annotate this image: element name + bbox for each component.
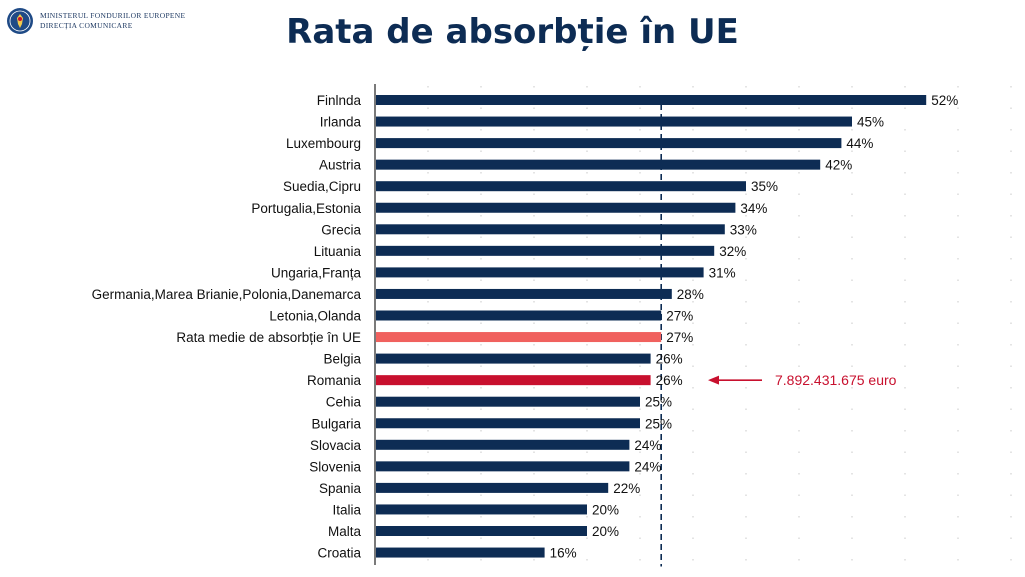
category-label: Austria bbox=[319, 158, 362, 173]
bar-letonia-olanda bbox=[376, 310, 662, 321]
category-label: Croatia bbox=[317, 546, 361, 561]
organization-name: MINISTERUL FONDURILOR EUROPENE DIRECȚIA … bbox=[40, 11, 185, 31]
category-labels: Finlnda Irlanda Luxembourg Austria Suedia,Ci… bbox=[92, 93, 362, 561]
category-label: Bulgaria bbox=[311, 416, 361, 431]
bar-suedia-cipru bbox=[376, 181, 746, 192]
category-label: Italia bbox=[332, 502, 361, 517]
bar-grecia bbox=[376, 224, 725, 235]
bar-italia bbox=[376, 504, 587, 515]
category-label: Letonia,Olanda bbox=[269, 309, 361, 324]
category-label: Slovenia bbox=[309, 459, 361, 474]
bar-slovenia bbox=[376, 461, 630, 472]
value-label: 44% bbox=[846, 136, 873, 151]
value-label: 28% bbox=[677, 287, 704, 302]
category-label: Ungaria,Franța bbox=[271, 265, 362, 280]
category-label: Rata medie de absorbție în UE bbox=[176, 330, 361, 345]
value-label: 25% bbox=[645, 395, 672, 410]
value-label: 20% bbox=[592, 502, 619, 517]
category-label: Romania bbox=[307, 373, 362, 388]
value-label: 20% bbox=[592, 524, 619, 539]
value-label: 27% bbox=[666, 309, 693, 324]
bar-lituania bbox=[376, 245, 715, 256]
value-label: 42% bbox=[825, 158, 852, 173]
value-label: 16% bbox=[550, 546, 577, 561]
bar-finlnda bbox=[376, 95, 927, 105]
category-label: Slovacia bbox=[310, 438, 362, 453]
value-label: 25% bbox=[645, 416, 672, 431]
annotation-text: 7.892.431.675 euro bbox=[775, 372, 897, 388]
category-label: Irlanda bbox=[320, 115, 362, 130]
arrow-left-icon bbox=[708, 375, 719, 385]
value-labels: 52% 45% 44% 42% 35% 34% 33% 32% 31% 28% 27% 27% 26% 2… bbox=[550, 93, 959, 561]
organization-line-2: DIRECȚIA COMUNICARE bbox=[40, 21, 133, 30]
value-label: 45% bbox=[857, 115, 884, 130]
value-label: 32% bbox=[719, 244, 746, 259]
government-seal-icon bbox=[7, 8, 33, 34]
bar-irlanda bbox=[376, 116, 852, 127]
category-label: Cehia bbox=[326, 395, 362, 410]
value-label: 52% bbox=[931, 93, 958, 108]
value-label: 24% bbox=[634, 438, 661, 453]
category-label: Lituania bbox=[314, 244, 362, 259]
bar-bulgaria bbox=[376, 418, 640, 429]
value-label: 24% bbox=[634, 459, 661, 474]
category-label: Malta bbox=[328, 524, 362, 539]
bar-ungaria-fran-a bbox=[376, 267, 704, 278]
bar-cehia bbox=[376, 396, 640, 407]
bars bbox=[376, 95, 927, 558]
bar-croatia bbox=[376, 547, 545, 558]
organization-line-1: MINISTERUL FONDURILOR EUROPENE bbox=[40, 11, 186, 20]
category-label: Suedia,Cipru bbox=[283, 179, 361, 194]
value-label: 26% bbox=[656, 373, 683, 388]
category-label: Spania bbox=[319, 481, 362, 496]
bar-austria bbox=[376, 159, 821, 170]
value-label: 31% bbox=[709, 265, 736, 280]
category-label: Germania,Marea Brianie,Polonia,Danemarca bbox=[92, 287, 362, 302]
category-label: Portugalia,Estonia bbox=[251, 201, 361, 216]
header-logo: MINISTERUL FONDURILOR EUROPENE DIRECȚIA … bbox=[6, 7, 185, 35]
bar-portugalia-estonia bbox=[376, 202, 736, 213]
value-label: 33% bbox=[730, 222, 757, 237]
value-label: 26% bbox=[656, 352, 683, 367]
bar-spania bbox=[376, 482, 609, 493]
bar-rata-medie-de-absorb-ie-n-ue bbox=[376, 332, 662, 343]
category-label: Grecia bbox=[321, 222, 361, 237]
chart-title: Rata de absorbție în UE bbox=[286, 12, 739, 52]
value-label: 34% bbox=[740, 201, 767, 216]
bar-belgia bbox=[376, 353, 651, 364]
value-label: 27% bbox=[666, 330, 693, 345]
bar-malta bbox=[376, 526, 587, 536]
category-label: Finlnda bbox=[317, 93, 362, 108]
value-label: 22% bbox=[613, 481, 640, 496]
category-label: Belgia bbox=[323, 352, 361, 367]
value-label: 35% bbox=[751, 179, 778, 194]
category-label: Luxembourg bbox=[286, 136, 361, 151]
grid-lines bbox=[374, 84, 1012, 567]
bar-luxembourg bbox=[376, 138, 842, 149]
annotation: 7.892.431.675 euro bbox=[708, 372, 897, 388]
bar-germania-marea-brianie-polonia-danemarca bbox=[376, 288, 672, 299]
bar-slovacia bbox=[376, 439, 630, 450]
bar-romania bbox=[376, 375, 651, 386]
